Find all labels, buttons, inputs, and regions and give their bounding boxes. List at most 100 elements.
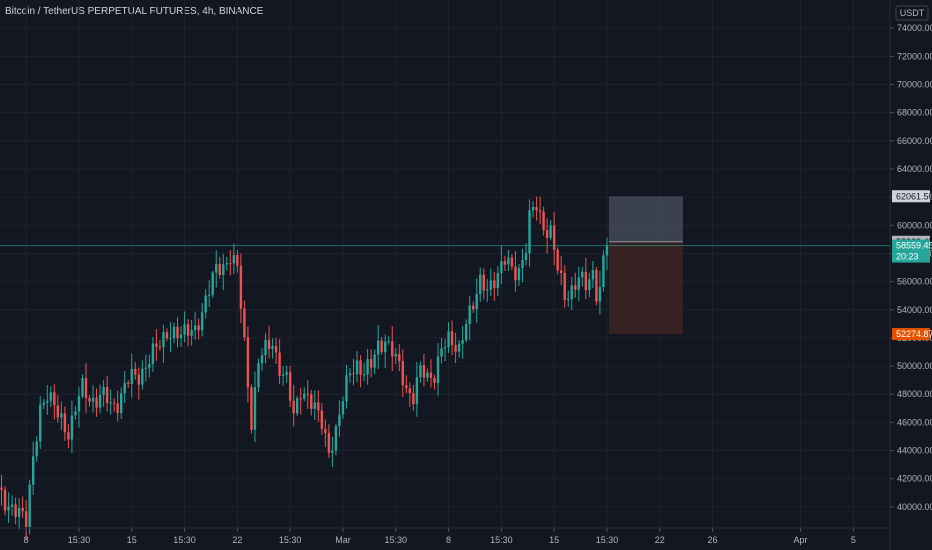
candle-body xyxy=(387,341,390,343)
candle-body xyxy=(443,347,447,349)
candle-body xyxy=(461,340,464,344)
candle-body xyxy=(496,273,500,289)
candle-body xyxy=(285,371,288,375)
candle-body xyxy=(243,308,246,338)
candle-body xyxy=(373,354,376,368)
candle-body xyxy=(134,368,137,375)
x-tick-label: 15:30 xyxy=(596,535,619,545)
candle-body xyxy=(67,432,70,440)
candle-body xyxy=(232,254,236,264)
candle-body xyxy=(176,326,179,339)
candle-body xyxy=(105,387,109,404)
price-axis[interactable]: 40000.00 42000.00 44000.00 46000.00 48000.00… xyxy=(889,0,932,550)
candle-body xyxy=(229,263,232,265)
x-tick-label: Apr xyxy=(794,535,808,545)
candle-body xyxy=(49,392,52,401)
candle-body xyxy=(535,206,538,211)
candle-body xyxy=(510,257,514,267)
x-tick-label: 15:30 xyxy=(173,535,196,545)
candle-body xyxy=(267,340,271,349)
candle-body xyxy=(331,450,334,453)
candle-body xyxy=(172,326,176,339)
candle-body xyxy=(376,340,380,355)
target-price-tag-bg xyxy=(892,190,930,203)
candle-body xyxy=(158,346,162,348)
candle-body xyxy=(338,414,341,427)
candle-body xyxy=(517,268,521,281)
candle-body xyxy=(91,397,95,402)
candle-body xyxy=(288,371,292,401)
x-tick-label: 26 xyxy=(708,535,718,545)
candle-body xyxy=(60,413,63,418)
candle-body xyxy=(345,375,348,402)
x-tick-label: 15:30 xyxy=(68,535,91,545)
candle-body xyxy=(355,360,359,375)
candle-body xyxy=(468,305,471,325)
time-axis[interactable]: 8 15:30 15 15:30 22 15:30 Mar 15:30 8 15:30 15 15:3… xyxy=(0,527,890,545)
candle-body xyxy=(53,392,56,406)
candle-body xyxy=(489,280,492,290)
y-tick-label: 74000.00 xyxy=(897,23,932,33)
y-tick-label: 46000.00 xyxy=(897,417,932,427)
candle-body xyxy=(81,378,84,397)
position-zones[interactable] xyxy=(608,196,683,335)
candle-body xyxy=(21,507,24,512)
candle-body xyxy=(303,393,306,399)
x-tick-label: 15 xyxy=(127,535,137,545)
candle-body xyxy=(98,394,102,408)
candle-body xyxy=(447,331,450,348)
candle-body xyxy=(542,211,545,231)
candle-body xyxy=(412,393,415,405)
candle-body xyxy=(183,324,186,335)
candle-body xyxy=(10,504,14,507)
candle-body xyxy=(472,305,475,310)
candle-body xyxy=(327,432,331,453)
candle-body xyxy=(493,280,496,289)
candle-body xyxy=(588,279,591,291)
candle-body xyxy=(408,388,412,394)
x-tick-label: 15:30 xyxy=(490,535,513,545)
candle-body xyxy=(457,343,461,352)
candle-body xyxy=(0,487,3,490)
candle-body xyxy=(246,337,250,388)
candle-body xyxy=(197,325,200,331)
candle-body xyxy=(296,398,299,414)
candle-body xyxy=(560,270,563,274)
candle-body xyxy=(324,428,327,433)
y-tick-label: 60000.00 xyxy=(897,220,932,230)
candle-body xyxy=(218,263,221,276)
candle-body xyxy=(598,286,602,302)
candle-body xyxy=(120,393,123,414)
y-tick-label: 66000.00 xyxy=(897,136,932,146)
candle-body xyxy=(317,402,320,411)
candle-body xyxy=(250,387,253,430)
candle-body xyxy=(74,411,77,416)
candle-body xyxy=(204,295,207,313)
y-tick-label: 44000.00 xyxy=(897,446,932,456)
candle-body xyxy=(524,253,528,260)
candle-body xyxy=(436,356,440,383)
candle-body xyxy=(281,374,285,376)
candle-body xyxy=(429,372,433,378)
candle-body xyxy=(88,398,91,402)
grid-lines xyxy=(0,0,890,528)
candle-body xyxy=(3,489,7,511)
candle-body xyxy=(479,274,482,295)
candle-body xyxy=(130,368,133,384)
x-tick-label: 15 xyxy=(549,535,559,545)
target-zone xyxy=(608,196,683,242)
candle-body xyxy=(137,374,140,385)
candle-body xyxy=(341,401,345,415)
candle-body xyxy=(464,324,468,341)
candle-body xyxy=(299,398,302,400)
candle-body xyxy=(426,372,429,378)
target-price-tag: 62061.50 xyxy=(896,191,932,201)
candle-body xyxy=(271,345,274,349)
candle-body xyxy=(7,506,10,511)
y-tick-label: 72000.00 xyxy=(897,51,932,61)
y-tick-label: 50000.00 xyxy=(897,361,932,371)
currency-label: USDT xyxy=(900,8,925,18)
candle-body xyxy=(380,340,383,353)
